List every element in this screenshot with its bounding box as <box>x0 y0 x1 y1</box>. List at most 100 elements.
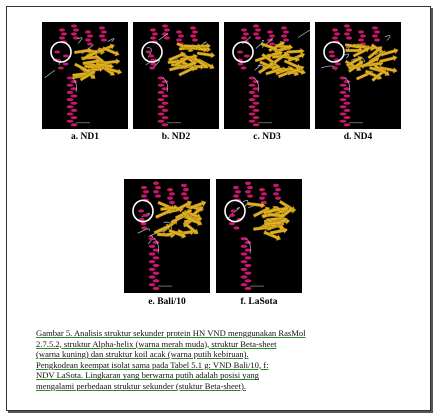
helix-segment <box>62 54 69 58</box>
difference-circle-marker <box>141 41 163 63</box>
figure-frame: a. ND1 b. ND2 c. ND3 d. ND4 e. Bali/10 f… <box>6 6 431 411</box>
coil-strand <box>162 77 168 93</box>
panel-bali <box>124 179 210 293</box>
coil-strand <box>344 77 350 93</box>
panel-nd1 <box>42 22 128 129</box>
helix-segment <box>283 30 289 34</box>
helix-segment <box>152 263 160 268</box>
beta-sheet-arrow <box>347 60 364 73</box>
beta-sheet-arrow <box>260 42 279 52</box>
helix-segment <box>148 252 156 256</box>
helix-segment <box>252 123 260 127</box>
helix-segment <box>66 98 74 102</box>
helix-segment <box>152 271 160 275</box>
helix-segment <box>240 237 248 241</box>
helix-segment <box>372 34 378 38</box>
helix-segment <box>244 271 252 275</box>
helix-segment <box>255 28 261 32</box>
beta-sheet-arrow <box>184 215 203 226</box>
helix-segment <box>169 200 175 205</box>
helix-segment <box>148 244 156 248</box>
beta-sheet-arrow <box>196 51 216 59</box>
coil-strand <box>153 238 159 254</box>
label-lasota: f. LaSota <box>240 297 278 307</box>
difference-circle-marker <box>323 41 345 63</box>
helix-segment <box>157 112 165 116</box>
beta-sheet-arrow <box>182 221 199 235</box>
beta-sheet-arrow <box>281 54 301 63</box>
coil-strand <box>158 33 169 41</box>
helix-segment <box>235 190 241 194</box>
helix-segment <box>344 32 350 36</box>
beta-sheet-arrow <box>178 65 196 77</box>
helix-segment <box>153 181 159 185</box>
label-nd1: a. ND1 <box>71 132 99 142</box>
beta-sheet-arrow <box>286 47 305 55</box>
beta-sheet-arrow <box>283 59 302 70</box>
coil-strand <box>254 64 261 71</box>
coil-strand <box>148 235 153 245</box>
helix-segment <box>62 62 69 66</box>
helix-segment <box>157 83 165 87</box>
helix-segment <box>148 275 156 279</box>
helix-segment <box>169 192 175 196</box>
beta-sheet-arrow <box>79 69 97 82</box>
helix-segment <box>275 196 281 200</box>
helix-segment <box>161 94 169 98</box>
difference-circle-marker <box>232 41 254 63</box>
helix-segment <box>344 24 350 28</box>
helix-segment <box>140 222 147 226</box>
helix-segment <box>66 83 74 87</box>
protein-structure-bali <box>132 181 207 291</box>
helix-segment <box>233 194 239 198</box>
helix-segment <box>244 248 252 252</box>
beta-sheet-arrow <box>153 223 172 235</box>
beta-sheet-arrow <box>246 201 266 209</box>
helix-segment <box>267 30 273 34</box>
helix-segment <box>328 50 335 54</box>
helix-segment <box>161 87 169 91</box>
helix-segment <box>181 192 187 196</box>
helix-segment <box>161 123 169 127</box>
helix-segment <box>374 38 380 42</box>
helix-segment <box>339 83 347 87</box>
coil-strand <box>107 38 115 42</box>
helix-segment <box>346 36 352 40</box>
coil-strand <box>297 29 310 38</box>
helix-segment <box>157 98 165 102</box>
helix-segment <box>54 50 61 54</box>
helix-segment <box>148 283 156 287</box>
helix-segment <box>244 263 252 268</box>
helix-segment <box>281 26 287 30</box>
helix-segment <box>101 30 107 34</box>
helix-segment <box>61 32 67 36</box>
beta-sheet-arrow <box>179 60 198 70</box>
helix-segment <box>252 101 260 105</box>
helix-segment <box>149 66 156 70</box>
helix-segment <box>332 36 338 40</box>
coil-strand <box>343 53 350 59</box>
coil-strand <box>77 37 83 44</box>
helix-segment <box>339 112 347 116</box>
helix-segment <box>150 58 157 62</box>
helix-segment <box>70 87 78 91</box>
difference-circle-marker <box>50 41 72 63</box>
beta-sheet-arrow <box>174 200 193 212</box>
beta-sheet-arrow <box>367 46 383 60</box>
watermark-mark <box>158 285 172 287</box>
helix-segment <box>255 36 261 40</box>
watermark-mark <box>250 285 264 287</box>
helix-segment <box>334 32 340 36</box>
helix-segment <box>374 30 380 34</box>
beta-sheet-arrow <box>74 62 92 74</box>
helix-segment <box>343 108 351 112</box>
helix-segment <box>141 185 147 190</box>
beta-sheet-arrow <box>254 53 273 63</box>
caption-line: Gambar 5. Analisis struktur sekunder pro… <box>36 328 306 338</box>
helix-segment <box>152 240 160 245</box>
helix-segment <box>71 32 77 36</box>
helix-segment <box>240 260 248 264</box>
helix-segment <box>73 36 79 40</box>
helix-segment <box>57 66 64 70</box>
helix-segment <box>99 34 105 38</box>
